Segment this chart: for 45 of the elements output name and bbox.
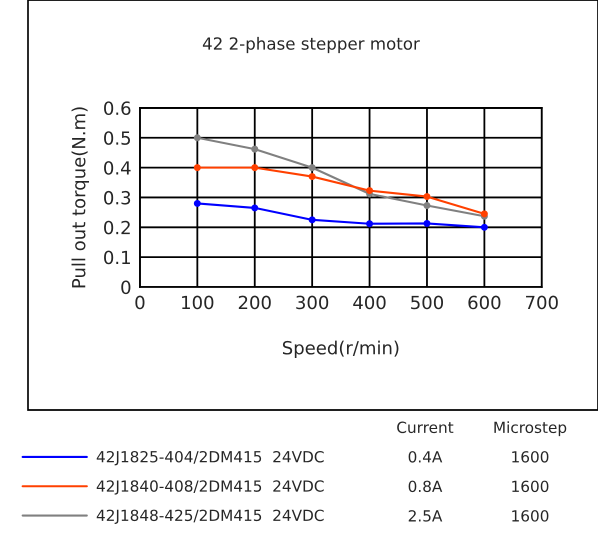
legend-label: 42J1848-425/2DM415 24VDC bbox=[96, 510, 324, 524]
text: 1600 bbox=[512, 510, 548, 522]
x-tick-label: 600 bbox=[468, 296, 500, 310]
x-tick-label: 500 bbox=[411, 296, 444, 310]
x-tick-label: 700 bbox=[526, 296, 558, 310]
y-tick-label: 0.6 bbox=[104, 101, 130, 116]
x-tick-label: 0 bbox=[135, 296, 144, 310]
legend-label: 42J1825-404/2DM415 24VDC bbox=[96, 450, 324, 466]
x-axis-title: Speed(r/min) bbox=[282, 340, 398, 358]
x-tick-label: 300 bbox=[296, 296, 328, 310]
point bbox=[366, 220, 374, 228]
y-tick-label: 0.3 bbox=[104, 190, 130, 205]
point bbox=[251, 146, 258, 153]
chart-title: 42 2-phase stepper motor bbox=[202, 36, 420, 54]
point bbox=[480, 210, 488, 218]
text: 2.5A bbox=[408, 510, 442, 522]
y-tick-label: 0.4 bbox=[104, 161, 131, 175]
text: Microstep bbox=[494, 421, 566, 436]
point bbox=[194, 134, 201, 142]
point bbox=[251, 164, 258, 172]
text: Current bbox=[397, 422, 454, 434]
point bbox=[480, 224, 488, 231]
point bbox=[424, 220, 430, 227]
point bbox=[194, 164, 201, 172]
point bbox=[424, 193, 430, 200]
y-tick-label: 0.5 bbox=[104, 131, 130, 145]
point bbox=[308, 216, 316, 224]
text: 0.8A bbox=[408, 480, 442, 492]
point bbox=[424, 202, 430, 209]
y-tick-label: 0.1 bbox=[104, 250, 130, 264]
point bbox=[251, 204, 258, 212]
x-tick-label: 100 bbox=[182, 296, 214, 310]
y-tick-label: 0 bbox=[121, 280, 130, 294]
text: 1600 bbox=[512, 480, 548, 492]
point bbox=[194, 200, 201, 207]
x-tick-label: 400 bbox=[353, 296, 386, 310]
text: 0.4A bbox=[408, 451, 442, 463]
text: 1600 bbox=[512, 451, 548, 463]
x-tick-label: 200 bbox=[238, 296, 271, 310]
y-axis-title: Pull out torque(N.m) bbox=[72, 107, 89, 288]
y-tick-label: 0.2 bbox=[104, 220, 130, 234]
point bbox=[308, 164, 316, 172]
point bbox=[308, 173, 316, 180]
point bbox=[366, 187, 374, 194]
legend-label: 42J1840-408/2DM415 24VDC bbox=[96, 480, 324, 495]
